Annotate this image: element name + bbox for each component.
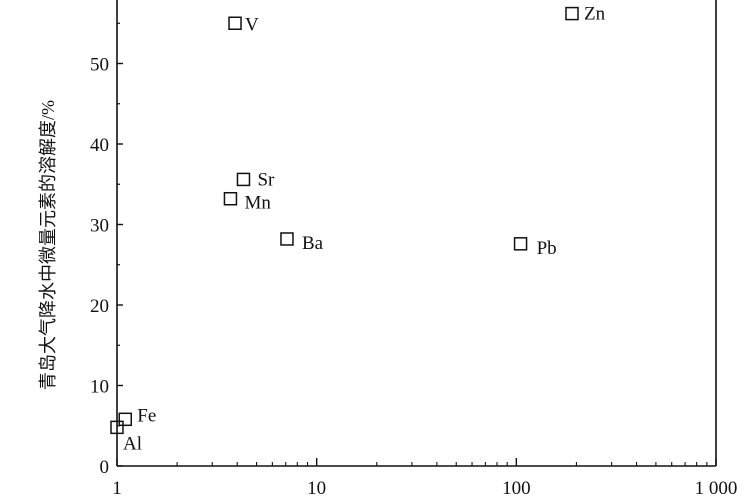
point-label-fe: Fe — [137, 405, 156, 426]
y-tick-label: 10 — [90, 377, 109, 398]
point-label-v: V — [245, 14, 259, 35]
plot-frame — [116, 0, 717, 467]
point-label-zn: Zn — [584, 4, 606, 25]
point-marker-v — [228, 16, 242, 30]
point-marker-ba — [280, 232, 294, 246]
point-marker-mn — [223, 191, 238, 206]
x-axis: 1 10 100 1 000 — [112, 458, 737, 499]
point-marker-pb — [513, 237, 528, 251]
y-tick-label: 20 — [90, 296, 109, 317]
point-marker-fe — [118, 412, 133, 427]
point-marker-al — [110, 420, 124, 435]
y-tick-label: 50 — [90, 55, 109, 76]
point-label-mn: Mn — [244, 193, 271, 214]
point-marker-sr — [236, 172, 251, 187]
y-tick-label: 0 — [100, 457, 110, 478]
point-marker-zn — [565, 6, 579, 21]
y-tick-label: 40 — [90, 135, 109, 156]
x-tick-label: 1 — [112, 478, 122, 499]
point-label-al: Al — [123, 433, 142, 454]
x-tick-label: 100 — [502, 478, 531, 499]
x-tick-label: 1 000 — [695, 478, 738, 499]
y-tick-label: 30 — [90, 216, 109, 237]
point-label-ba: Ba — [302, 233, 324, 254]
point-label-pb: Pb — [537, 238, 557, 259]
y-axis-title: 青岛大气降水中微量元素的溶解度/% — [38, 100, 58, 390]
y-axis: 0 10 20 30 40 50 — [90, 22, 123, 478]
point-label-sr: Sr — [257, 169, 275, 190]
data-points: V Zn Sr Mn Ba Pb Fe Al — [110, 4, 606, 454]
x-tick-label: 10 — [307, 478, 326, 499]
